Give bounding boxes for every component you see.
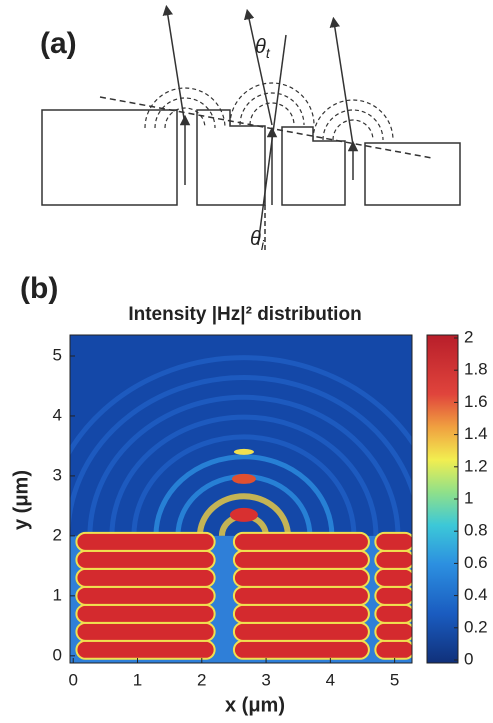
x-tick-label: 0 [68, 670, 77, 689]
x-tick-label: 5 [390, 670, 399, 689]
wave-ring [109, 414, 379, 536]
stripe [232, 603, 370, 624]
wave-ring [153, 454, 335, 536]
theta-t: θt [255, 36, 271, 60]
stripe [374, 549, 412, 570]
y-tick-label: 4 [53, 405, 62, 424]
wave-ring [196, 493, 291, 536]
stripe [75, 639, 216, 660]
colorbar-tick-label: 1.8 [464, 360, 488, 379]
colorbar-tick-label: 0.2 [464, 617, 488, 636]
y-tick-label: 0 [53, 645, 62, 664]
stripe [75, 621, 216, 642]
hot-spot [231, 473, 256, 484]
wave-ring [70, 375, 412, 536]
x-tick-label: 3 [261, 670, 270, 689]
colorbar-tick-label: 0 [464, 649, 473, 668]
heatmap-image [70, 335, 412, 663]
colorbar-tick-label: 2 [464, 327, 473, 346]
colorbar-tick-label: 1 [464, 488, 473, 507]
wave-ring [131, 434, 357, 536]
hot-spot [229, 507, 258, 522]
y-tick-label: 5 [53, 345, 62, 364]
stripe [232, 531, 370, 552]
stripe [374, 585, 412, 606]
colorbar-tick-label: 1.6 [464, 392, 488, 411]
x-tick-label: 2 [197, 670, 206, 689]
y-tick-label: 2 [53, 525, 62, 544]
stripe [374, 603, 412, 624]
stripe [232, 585, 370, 606]
plot-frame [69, 334, 413, 664]
y-tick-label: 3 [53, 465, 62, 484]
y-tick-label: 1 [53, 585, 62, 604]
wave-ring [87, 394, 401, 536]
chart-title: Intensity |Hz|² distribution [128, 304, 361, 325]
x-tick-label: 4 [326, 670, 335, 689]
y-axis-label: y (μm) [10, 470, 32, 530]
colorbar [426, 334, 459, 664]
stripe [232, 621, 370, 642]
x-tick-label: 1 [133, 670, 142, 689]
stripe [75, 549, 216, 570]
stripe [232, 549, 370, 570]
x-axis-label: x (μm) [225, 694, 285, 716]
stripe [75, 585, 216, 606]
stripe [75, 603, 216, 624]
stripe [374, 531, 412, 552]
theta-i: θi [250, 228, 265, 252]
colorbar-tick-label: 1.2 [464, 456, 488, 475]
schematic [41, 4, 461, 250]
stripe [374, 567, 412, 588]
stripe [374, 639, 412, 660]
symbol: θ [250, 228, 261, 250]
colorbar-tick-label: 1.4 [464, 424, 488, 443]
symbol: θ [255, 36, 266, 58]
stripe [232, 639, 370, 660]
colorbar-tick-label: 0.6 [464, 553, 488, 572]
stripe [75, 567, 216, 588]
panel-label: (b) [20, 272, 58, 305]
hot-spot [233, 448, 254, 455]
subscript: i [261, 237, 265, 253]
wave-ring [70, 355, 412, 456]
colorbar-tick-label: 0.4 [464, 585, 488, 604]
stripe [75, 531, 216, 552]
colorbar-tick-label: 0.8 [464, 521, 488, 540]
stripe [232, 567, 370, 588]
stripe [374, 621, 412, 642]
panel-label: (a) [40, 27, 77, 60]
subscript: t [266, 45, 271, 61]
